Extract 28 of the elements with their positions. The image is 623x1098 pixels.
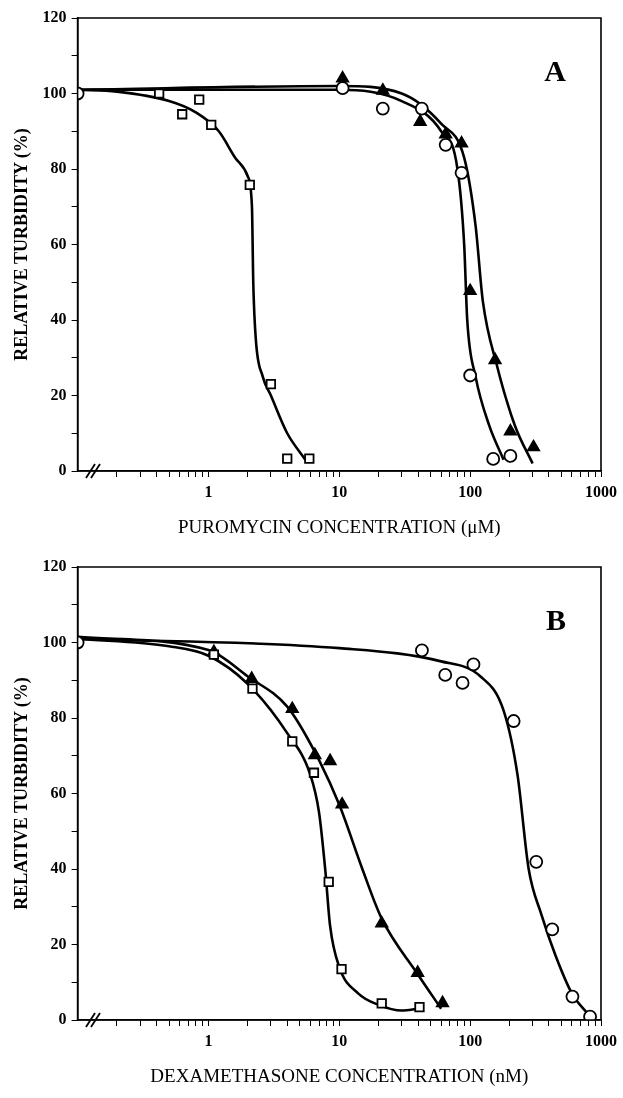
x-tick-label: 1000 <box>585 482 617 500</box>
y-tick-label: 100 <box>42 632 67 650</box>
x-tick-label: 1000 <box>585 1031 617 1049</box>
x-tick-label: 10 <box>331 1031 348 1049</box>
annotation: A <box>544 53 567 87</box>
x-axis-title: PUROMYCIN CONCENTRATION (μM) <box>177 515 501 538</box>
y-tick-label: 120 <box>42 8 67 26</box>
x-tick-label: 100 <box>458 482 483 500</box>
y-tick-label: 60 <box>50 234 67 252</box>
y-tick-label: 0 <box>58 1010 67 1028</box>
annotation: B <box>545 602 566 636</box>
y-tick-label: 60 <box>50 783 67 801</box>
y-tick-label: 0 <box>58 461 67 479</box>
x-axis-title: DEXAMETHASONE CONCENTRATION (nM) <box>150 1064 529 1087</box>
y-tick-label: 80 <box>50 708 67 726</box>
y-tick-label: 20 <box>50 934 67 952</box>
y-tick-label: 80 <box>50 159 67 177</box>
y-tick-label: 120 <box>42 557 67 575</box>
y-axis-title: RELATIVE TURBIDITY (%) <box>11 677 33 910</box>
y-tick-label: 40 <box>50 859 67 877</box>
y-tick-label: 100 <box>42 83 67 101</box>
x-tick-label: 1 <box>204 482 213 500</box>
x-tick-label: 1 <box>204 1031 213 1049</box>
y-axis-title: RELATIVE TURBIDITY (%) <box>11 128 33 361</box>
x-tick-label: 100 <box>458 1031 483 1049</box>
y-tick-label: 20 <box>50 385 67 403</box>
y-tick-label: 40 <box>50 310 67 328</box>
x-tick-label: 10 <box>331 482 348 500</box>
